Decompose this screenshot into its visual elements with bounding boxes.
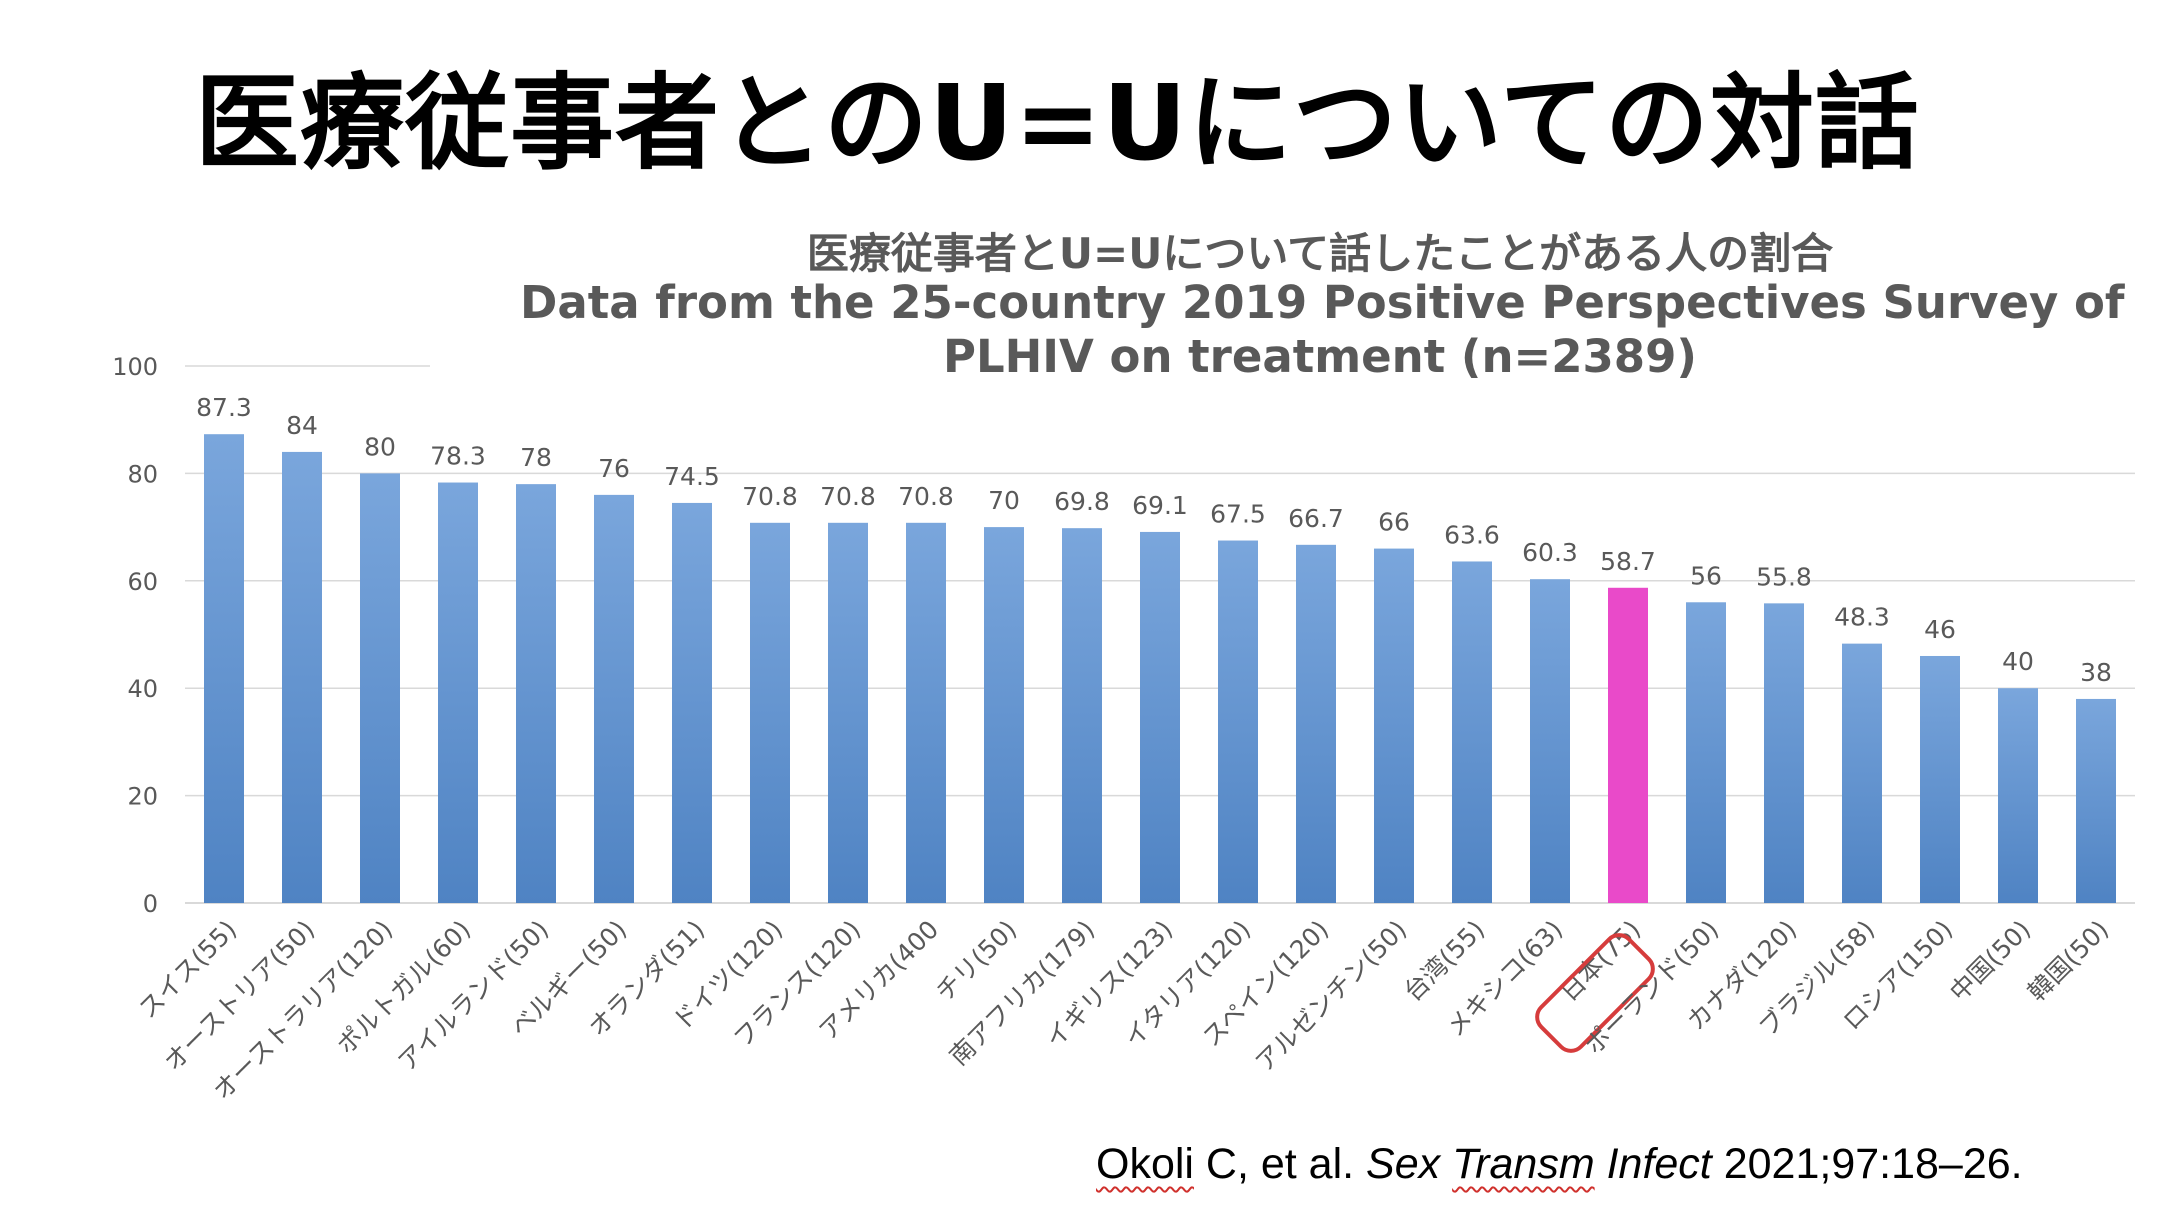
- bar-value-label: 70.8: [742, 482, 798, 511]
- category-label: アルゼンチン(50): [1250, 915, 1413, 1078]
- slide-title: 医療従事者とのU=Uについての対話: [195, 62, 1920, 184]
- citation-journal-3: Infect: [1594, 1140, 1712, 1188]
- bar-value-label: 67.5: [1210, 500, 1266, 529]
- category-label: ポーランド(50): [1579, 915, 1724, 1060]
- bar: [1062, 528, 1102, 903]
- bar-value-label: 55.8: [1756, 562, 1812, 591]
- bar: [282, 451, 322, 903]
- bar-value-label: 66.7: [1288, 504, 1344, 533]
- y-tick-label: 0: [143, 890, 158, 918]
- citation: Okoli C, et al. Sex Transm Infect 2021;9…: [1096, 1140, 2023, 1189]
- bar-value-label: 40: [2002, 647, 2034, 676]
- bar-value-label: 69.1: [1132, 491, 1188, 520]
- bar: [984, 527, 1024, 903]
- bar-value-label: 70: [988, 486, 1020, 515]
- bar: [1686, 602, 1726, 903]
- bar-value-label: 87.3: [196, 393, 252, 422]
- bar: [1842, 643, 1882, 903]
- y-tick-label: 80: [127, 460, 158, 488]
- bar-value-label: 56: [1690, 561, 1722, 590]
- bar: [516, 484, 556, 903]
- bar-value-label: 74.5: [664, 462, 720, 491]
- citation-author: Okoli: [1096, 1140, 1194, 1188]
- bar-value-label: 80: [364, 432, 396, 461]
- citation-author-rest: C, et al.: [1193, 1140, 1367, 1188]
- bar: [906, 522, 946, 903]
- bar-value-label: 38: [2080, 658, 2112, 687]
- y-tick-label: 20: [127, 783, 158, 811]
- bar: [2076, 698, 2116, 903]
- y-tick-label: 100: [112, 353, 158, 381]
- bar: [672, 502, 712, 903]
- category-label: 韓国(50): [2022, 915, 2114, 1007]
- chart-title-line-1: 医療従事者とU=Uについて話したことがある人の割合: [806, 229, 1834, 278]
- bar: [750, 522, 790, 903]
- bar: [1218, 540, 1258, 903]
- category-label: 南アフリカ(179): [944, 915, 1100, 1071]
- citation-details: 2021;97:18–26.: [1711, 1140, 2023, 1188]
- bar: [1296, 544, 1336, 903]
- category-label: ポルトガル(60): [331, 915, 476, 1060]
- y-tick-label: 40: [127, 675, 158, 703]
- bar: [360, 473, 400, 903]
- bar-value-label: 70.8: [898, 482, 954, 511]
- bar-value-label: 78.3: [430, 442, 486, 471]
- bar: [828, 522, 868, 903]
- bar: [204, 434, 244, 903]
- bar-value-label: 76: [598, 454, 630, 483]
- bar: [1530, 579, 1570, 903]
- y-tick-label: 60: [127, 568, 158, 596]
- bar-value-label: 58.7: [1600, 547, 1656, 576]
- bar-value-label: 84: [286, 411, 318, 440]
- bar-value-label: 46: [1924, 615, 1956, 644]
- bar: [1452, 561, 1492, 903]
- bar: [1998, 688, 2038, 903]
- bar-value-label: 66: [1378, 508, 1410, 537]
- bar: [438, 482, 478, 903]
- bar-value-label: 63.6: [1444, 520, 1500, 549]
- citation-journal-2: Transm: [1452, 1140, 1595, 1188]
- bar: [1140, 531, 1180, 903]
- bar: [1374, 548, 1414, 903]
- bar-value-label: 60.3: [1522, 538, 1578, 567]
- category-label: 中国(50): [1944, 915, 2036, 1007]
- citation-journal-1: Sex: [1366, 1140, 1453, 1188]
- chart-title-line-3: PLHIV on treatment (n=2389): [942, 330, 1697, 383]
- bar: [1764, 603, 1804, 903]
- bar-highlight: [1608, 587, 1648, 903]
- bar-value-label: 78: [520, 443, 552, 472]
- bar-value-label: 70.8: [820, 482, 876, 511]
- bar-value-label: 48.3: [1834, 603, 1890, 632]
- bar: [1920, 655, 1960, 903]
- bar: [594, 494, 634, 903]
- highlight-box: [1535, 933, 1655, 1053]
- bar-value-label: 69.8: [1054, 487, 1110, 516]
- chart-title-line-2: Data from the 25-country 2019 Positive P…: [520, 276, 2125, 329]
